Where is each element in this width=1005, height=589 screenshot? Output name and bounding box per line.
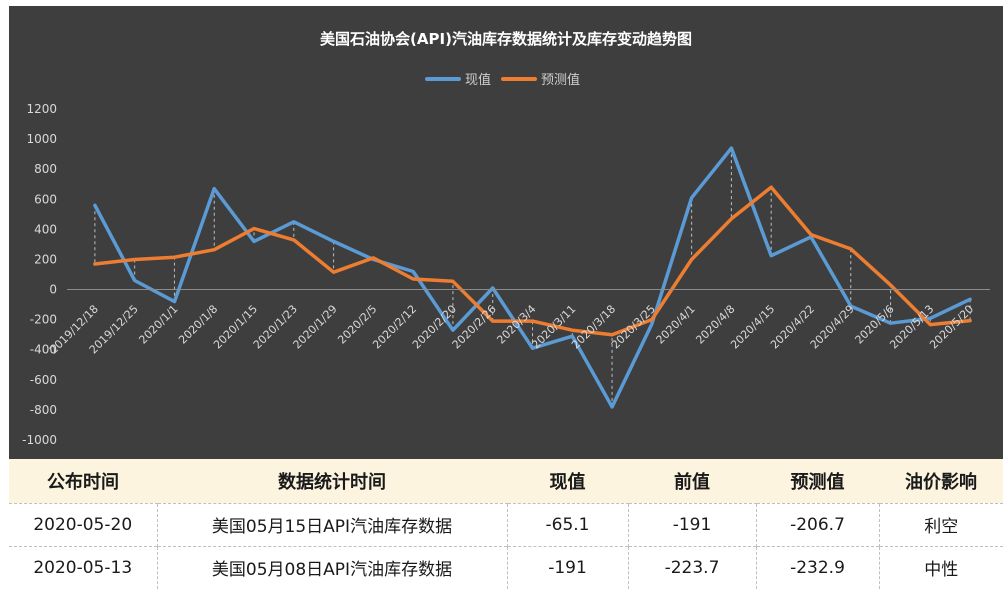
- table-cell: -232.9: [755, 545, 879, 589]
- table-cell: 美国05月08日API汽油库存数据: [156, 545, 507, 589]
- table-cell: -223.7: [627, 545, 756, 589]
- header-forecast: 预测值: [790, 471, 845, 493]
- table-cell: -206.7: [755, 502, 879, 546]
- table-cell: -191: [506, 545, 628, 589]
- header-stat-time: 数据统计时间: [278, 471, 386, 493]
- table-cell: 2020-05-20: [9, 502, 157, 546]
- table-row: 2020-05-13 美国05月08日API汽油库存数据 -191 -223.7…: [9, 545, 1003, 589]
- y-tick-label: 800: [34, 162, 57, 176]
- y-tick-label: -800: [30, 403, 57, 417]
- chart-legend: 现值 预测值: [425, 72, 580, 88]
- table-cell: -191: [627, 502, 756, 546]
- line-chart: 美国石油协会(API)汽油库存数据统计及库存变动趋势图 现值 预测值 -1000-…: [22, 30, 990, 447]
- y-tick-label: 400: [34, 222, 57, 236]
- y-tick-label: 0: [49, 283, 57, 297]
- y-tick-label: -600: [30, 373, 57, 387]
- y-tick-label: -400: [30, 343, 57, 357]
- table-cell: 美国05月15日API汽油库存数据: [156, 502, 507, 546]
- y-axis: -1000 -800 -600 -400 -200 0 200 400 600 800 1000 12…: [22, 102, 57, 447]
- table-header-row: 公布时间 数据统计时间 现值 前值 预测值 油价影响: [9, 459, 1003, 503]
- y-tick-label: -200: [30, 313, 57, 327]
- header-actual: 现值: [549, 471, 586, 493]
- legend-label-0: 现值: [465, 72, 491, 88]
- chart-panel: 美国石油协会(API)汽油库存数据统计及库存变动趋势图 现值 预测值 -1000-…: [9, 6, 1003, 459]
- series-line-0: [93, 146, 972, 409]
- chart-title: 美国石油协会(API)汽油库存数据统计及库存变动趋势图: [320, 30, 692, 48]
- header-oil-impact: 油价影响: [905, 471, 977, 493]
- data-table: 公布时间 数据统计时间 现值 前值 预测值 油价影响 2020-05-20 美国…: [9, 459, 1003, 589]
- table-cell: 2020-05-13: [9, 545, 157, 589]
- y-tick-label: -1000: [22, 433, 57, 447]
- series-layer: [93, 146, 972, 409]
- series-line-1: [93, 185, 972, 337]
- x-tick-label: 2020/1/1: [136, 302, 180, 346]
- table-cell: 利空: [878, 502, 1003, 546]
- y-tick-label: 600: [34, 192, 57, 206]
- drop-lines: [94, 148, 971, 407]
- y-tick-label: 1000: [26, 132, 57, 146]
- header-publish-time: 公布时间: [47, 471, 119, 493]
- table-row: 2020-05-20 美国05月15日API汽油库存数据 -65.1 -191 …: [9, 502, 1003, 546]
- y-tick-label: 1200: [26, 102, 57, 116]
- header-previous: 前值: [674, 471, 710, 493]
- y-tick-label: 200: [34, 252, 57, 266]
- table-cell: 中性: [878, 545, 1003, 589]
- legend-label-1: 预测值: [541, 72, 580, 88]
- table-cell: -65.1: [506, 502, 628, 546]
